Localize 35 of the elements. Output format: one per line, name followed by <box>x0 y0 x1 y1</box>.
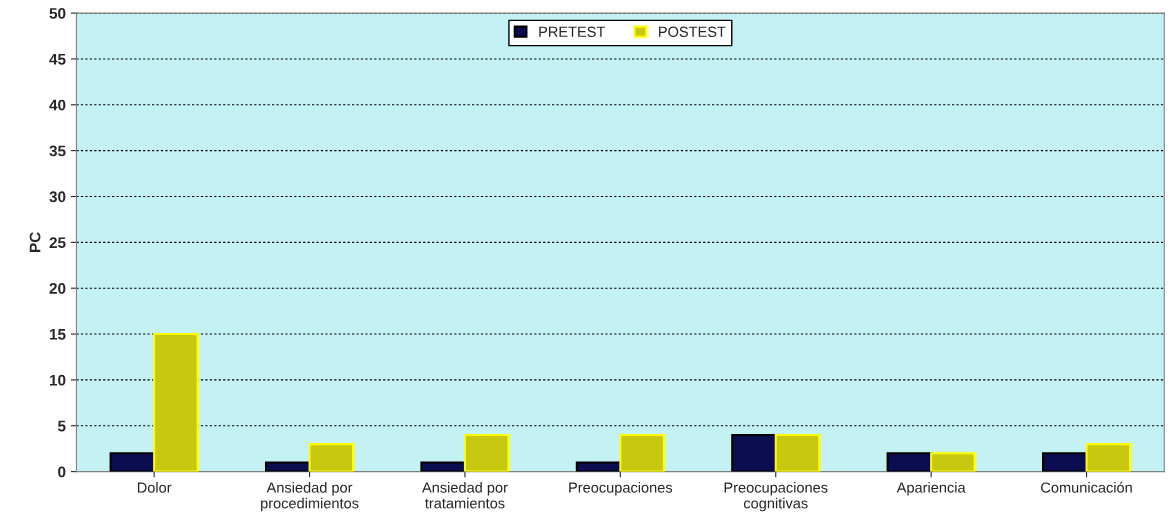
y-tick-label: 0 <box>58 466 66 478</box>
bar <box>308 443 355 472</box>
bar <box>1085 443 1132 472</box>
legend-label: PRETEST <box>539 26 606 37</box>
y-axis-title: PC <box>29 232 41 252</box>
legend-label: POSTEST <box>659 26 726 37</box>
bar <box>731 433 777 472</box>
bar <box>420 461 466 472</box>
bar <box>886 452 933 472</box>
y-tick-label: 15 <box>49 329 66 340</box>
y-tick-label: 50 <box>49 7 66 19</box>
y-tick-label: 20 <box>49 283 66 294</box>
x-tick-label: Ansiedad por tratamientos <box>422 482 508 509</box>
y-tick-label: 5 <box>58 420 66 432</box>
y-tick-label: 25 <box>49 237 66 249</box>
bar <box>774 433 821 472</box>
y-tick-label: 45 <box>49 53 66 65</box>
y-tick-label: 10 <box>49 374 66 386</box>
bar <box>619 433 665 472</box>
bar <box>1041 452 1088 472</box>
x-tick-label: Comunicación <box>1041 481 1132 493</box>
bar <box>264 461 311 472</box>
bar <box>153 333 199 472</box>
bar <box>109 452 156 472</box>
bar <box>575 461 622 472</box>
x-tick-label: Preocupaciones <box>569 482 673 496</box>
bar <box>463 433 510 472</box>
x-tick-label: Ansiedad por procedimientos <box>261 482 359 512</box>
y-tick-label: 30 <box>49 191 66 203</box>
x-tick-label: Apariencia <box>896 482 966 496</box>
x-tick-label: Dolor <box>137 482 172 493</box>
bar <box>930 452 976 472</box>
y-tick-label: 40 <box>49 99 66 111</box>
y-tick-label: 35 <box>49 145 66 157</box>
x-tick-label: Preocupaciones cognitivas <box>724 482 828 512</box>
